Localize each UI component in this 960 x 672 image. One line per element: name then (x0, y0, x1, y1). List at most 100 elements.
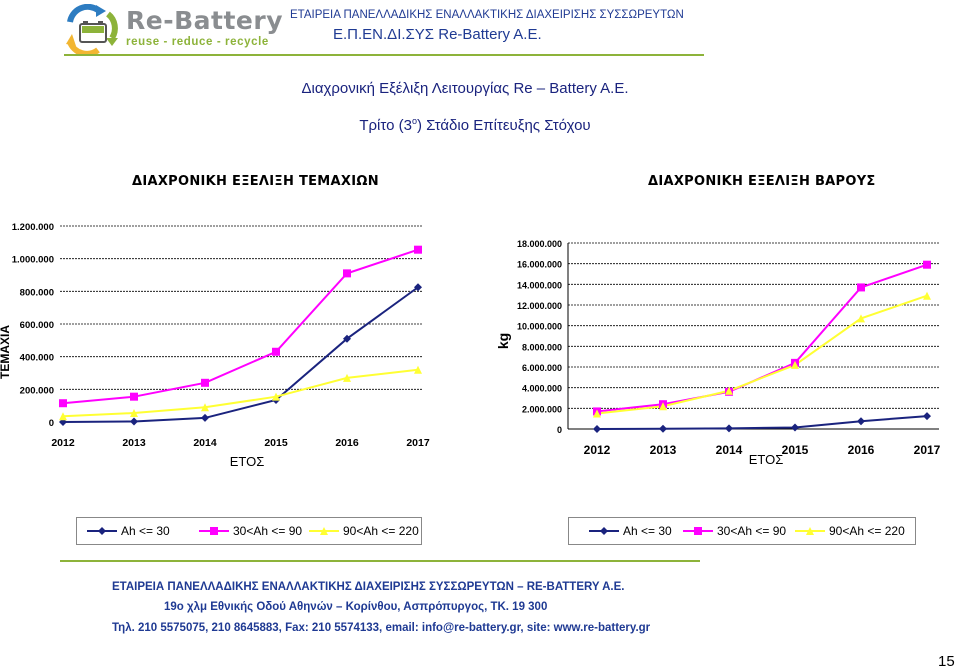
x-tick-label: 2015 (264, 437, 288, 449)
data-point (593, 409, 601, 418)
legend-item-ah30: Ah <= 30 (589, 518, 672, 544)
data-point (201, 403, 209, 412)
series-line-2 (62, 248, 419, 405)
data-point (59, 399, 67, 408)
legend-label: 90<Ah <= 220 (343, 524, 419, 538)
y-tick-label: 200.000 (20, 385, 54, 396)
y-tick-label: 18.000.000 (517, 239, 562, 249)
legend-item-ah220: 90<Ah <= 220 (309, 518, 419, 544)
data-point (59, 412, 67, 421)
page-title-text: Διαχρονική Εξέλιξη Λειτουργίας Re – Batt… (301, 80, 629, 97)
y-tick-label: 600.000 (20, 320, 54, 331)
x-tick-label: 2016 (848, 443, 875, 457)
data-point (414, 365, 422, 374)
x-tick-label: 2014 (716, 443, 743, 457)
legend-marker-diamond-icon (87, 527, 117, 535)
company-short-name: Ε.Π.ΕΝ.ΔΙ.ΣΥΣ Re-Battery A.E. (333, 26, 542, 43)
x-axis-label: ΕΤΟΣ (230, 454, 265, 469)
legend-units: Ah <= 30 30<Ah <= 90 90<Ah <= 220 (76, 517, 422, 545)
data-point (343, 373, 351, 382)
chart-title-units: ΔΙΑΧΡΟΝΙΚΗ ΕΞΕΛΙΞΗ ΤΕΜΑΧΙΩΝ (132, 174, 379, 189)
legend-marker-square-icon (199, 527, 229, 535)
y-tick-label: 12.000.000 (517, 301, 562, 311)
y-tick-label: 10.000.000 (517, 322, 562, 332)
weight-chart: 0 2.000.000 4.000.000 6.000.000 8.000.000 10.… (495, 239, 941, 467)
footer-address: 19o χλμ Εθνικής Οδού Αθηνών – Κορίνθου, … (164, 601, 548, 613)
data-point (857, 283, 865, 292)
y-axis-label: kg (495, 333, 511, 349)
data-point (659, 402, 667, 411)
x-tick-label: 2013 (122, 437, 146, 449)
page-number: 15 (938, 653, 955, 670)
y-tick-label: 400.000 (20, 353, 54, 364)
legend-marker-diamond-icon (589, 527, 619, 535)
data-point (923, 260, 931, 269)
legend-weight: Ah <= 30 30<Ah <= 90 90<Ah <= 220 (568, 517, 916, 545)
data-point (343, 334, 351, 343)
data-point (130, 409, 138, 418)
y-tick-label: 8.000.000 (522, 342, 562, 352)
data-point (593, 425, 601, 433)
data-point (923, 412, 931, 421)
x-tick-label: 2017 (406, 437, 430, 449)
x-axis-label: ΕΤΟΣ (749, 452, 784, 467)
data-point (414, 283, 422, 292)
footer-company: ΕΤΑΙΡΕΙΑ ΠΑΝΕΛΛΑΔΙΚΗΣ ΕΝΑΛΛΑΚΤΙΚΗΣ ΔΙΑΧΕ… (112, 581, 625, 593)
subtitle-sup: ο (411, 116, 417, 126)
series-line-2 (596, 263, 928, 413)
series-line-3 (62, 368, 419, 418)
y-tick-label: 0 (557, 425, 562, 435)
data-point (130, 417, 138, 426)
data-point (725, 424, 733, 433)
y-tick-label: 2.000.000 (522, 404, 562, 414)
x-tick-label: 2014 (193, 437, 217, 449)
x-tick-label: 2017 (914, 443, 941, 457)
company-logo (64, 3, 274, 57)
y-axis-label: ΤΕΜΑΧΙΑ (0, 325, 12, 379)
legend-item-ah30: Ah <= 30 (87, 518, 170, 544)
recycle-battery-icon (66, 3, 118, 57)
y-tick-label: 1.000.000 (12, 255, 54, 266)
legend-label: 30<Ah <= 90 (717, 524, 787, 538)
y-tick-label: 4.000.000 (522, 384, 562, 394)
header-divider (64, 54, 704, 56)
y-tick-label: 1.200.000 (12, 222, 54, 233)
data-point (272, 392, 280, 401)
subtitle-prefix: Τρίτο (3 (359, 117, 412, 134)
logo-tagline: reuse - reduce - recycle (126, 36, 269, 48)
y-tick-label: 16.000.000 (517, 260, 562, 270)
data-point (857, 417, 865, 426)
legend-label: Ah <= 30 (623, 524, 672, 538)
data-point (414, 245, 422, 254)
data-point (791, 360, 799, 369)
x-tick-label: 2016 (335, 437, 359, 449)
legend-label: 90<Ah <= 220 (829, 524, 905, 538)
data-point (659, 424, 667, 433)
series-line-3 (596, 294, 928, 415)
series-line-1 (596, 415, 928, 430)
chart-title-weight: ΔΙΑΧΡΟΝΙΚΗ ΕΞΕΛΙΞΗ ΒΑΡΟΥΣ (648, 174, 876, 189)
data-point (791, 423, 799, 432)
data-point (272, 347, 280, 356)
units-chart: 0 200.000 400.000 600.000 800.000 1.000.000 1.… (0, 222, 430, 469)
page-title: Διαχρονική Εξέλιξη Λειτουργίας Re – Batt… (0, 80, 960, 97)
legend-marker-square-icon (683, 527, 713, 535)
x-tick-label: 2012 (51, 437, 75, 449)
x-tick-label: 2015 (782, 443, 809, 457)
company-name: ΕΤΑΙΡΕΙΑ ΠΑΝΕΛΛΑΔΙΚΗΣ ΕΝΑΛΛΑΚΤΙΚΗΣ ΔΙΑΧΕ… (290, 9, 684, 21)
data-point (923, 291, 931, 300)
y-tick-label: 6.000.000 (522, 363, 562, 373)
footer-contact: Τηλ. 210 5575075, 210 8645883, Fax: 210 … (112, 622, 651, 634)
series-line-1 (62, 286, 419, 423)
legend-marker-triangle-icon (795, 527, 825, 535)
legend-item-ah90: 30<Ah <= 90 (683, 518, 786, 544)
x-tick-label: 2012 (584, 443, 611, 457)
legend-label: 30<Ah <= 90 (233, 524, 303, 538)
page-subtitle: Τρίτο (3ο) Στάδιο Επίτευξης Στόχου (0, 116, 960, 134)
data-point (857, 314, 865, 323)
y-tick-label: 800.000 (20, 287, 54, 298)
legend-marker-triangle-icon (309, 527, 339, 535)
data-point (725, 386, 733, 395)
logo-text: Re-Battery (126, 6, 283, 35)
data-point (130, 392, 138, 401)
